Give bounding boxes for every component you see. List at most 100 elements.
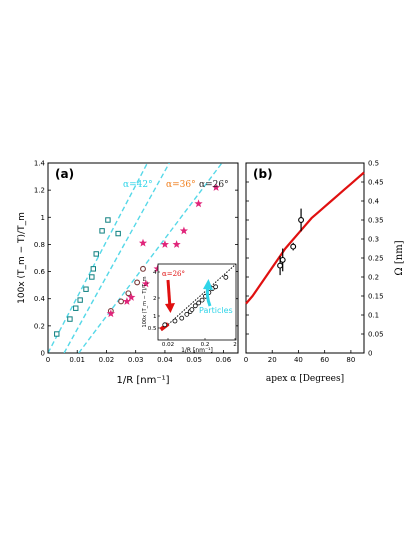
square-marker xyxy=(93,251,99,257)
data-point xyxy=(298,217,305,223)
b-ytick-label: 0.15 xyxy=(368,293,384,301)
square-marker xyxy=(77,297,83,303)
b-ytick-label: 0.45 xyxy=(368,179,384,187)
a-ytick-label: 1.4 xyxy=(34,160,46,168)
panel-b-plot xyxy=(245,171,365,305)
b-ytick-label: 0.5 xyxy=(368,160,379,168)
inset-circle-marker xyxy=(172,318,178,324)
panel-a: 0 0.01 0.02 0.03 0.04 0.05 0.0600.20.40.60.811… xyxy=(17,160,239,386)
square-marker xyxy=(73,305,79,311)
line-label-alpha-42: α=42° xyxy=(123,180,153,190)
guide-line xyxy=(63,163,170,353)
star-marker xyxy=(160,240,170,248)
star-marker xyxy=(179,226,189,235)
b-ytick-label: 0 xyxy=(368,350,372,358)
square-marker xyxy=(54,331,60,337)
square-marker xyxy=(115,230,121,237)
panel-a-points xyxy=(54,183,221,337)
star-marker xyxy=(211,183,221,191)
a-ytick-label: 1 xyxy=(41,214,45,222)
b-xtick-label: 0 xyxy=(244,356,248,364)
a-ytick-label: 0.6 xyxy=(34,268,46,276)
inset-xlabel: 1/R [nm⁻¹] xyxy=(181,347,213,354)
square-marker xyxy=(99,228,105,234)
star-marker xyxy=(141,279,151,288)
panel-a-ticks: 0 0.01 0.02 0.03 0.04 0.05 0.0600.20.40.60.811… xyxy=(34,160,238,364)
a-xtick-label: 0.01 xyxy=(69,356,85,364)
b-ytick-label: 0.3 xyxy=(368,236,379,244)
b-xtick-label: 60 xyxy=(320,356,329,364)
inset-circle-marker xyxy=(179,315,185,321)
panel-b-xlabel: apex α [Degrees] xyxy=(266,374,344,384)
star-marker xyxy=(172,240,181,248)
square-marker xyxy=(105,217,111,223)
guide-line xyxy=(48,163,149,353)
inset-cyan-arrowhead xyxy=(203,279,213,290)
inset-circle-marker xyxy=(162,322,168,328)
b-ytick-label: 0.05 xyxy=(368,331,384,339)
inset-xtick-label: 0.2 xyxy=(201,342,210,348)
b-ytick-label: 0.25 xyxy=(368,255,384,263)
b-ytick-label: 0.2 xyxy=(368,274,379,282)
star-marker xyxy=(138,238,148,247)
a-ytick-label: 1.2 xyxy=(34,187,45,195)
panel-a-guide-lines xyxy=(48,163,223,353)
square-marker xyxy=(89,274,95,280)
a-ytick-label: 0.4 xyxy=(34,295,46,303)
inset-circle-marker xyxy=(196,300,202,306)
data-point xyxy=(290,243,297,250)
b-xtick-label: 20 xyxy=(268,356,277,364)
inset-ytick-label: 4 xyxy=(153,270,157,276)
a-xtick-label: 0.05 xyxy=(186,356,202,364)
line-label-alpha-26: α=26° xyxy=(199,180,229,190)
inset-content: 0.02 0.2 2 0.5 1 2 4 xyxy=(148,263,237,348)
a-xtick-label: 0.02 xyxy=(99,356,115,364)
omega-curve xyxy=(245,171,365,305)
inset-circle-marker xyxy=(184,311,190,317)
star-marker xyxy=(127,293,136,301)
inset-circle-marker xyxy=(223,274,229,280)
star-marker xyxy=(194,199,203,208)
data-point xyxy=(279,256,286,263)
inset-circle-marker xyxy=(192,303,198,309)
a-ytick-label: 0.2 xyxy=(34,322,45,330)
star-marker xyxy=(122,297,132,305)
circle-marker xyxy=(134,279,141,286)
b-xtick-label: 40 xyxy=(294,356,303,364)
inset-ylabel: 100x (T_m − T)/T_m xyxy=(142,276,148,327)
panel-a-xlabel: 1/R [nm⁻¹] xyxy=(116,375,169,386)
a-xtick-label: 0.03 xyxy=(128,356,144,364)
inset-ytick-label: 0.5 xyxy=(148,326,157,332)
square-marker xyxy=(90,266,97,272)
b-ytick-label: 0.35 xyxy=(368,217,384,225)
panel-b-ylabel: Ω [nm] xyxy=(394,240,405,275)
b-ytick-label: 0.4 xyxy=(368,198,380,206)
inset-xtick-label: 0.02 xyxy=(162,342,174,348)
a-xtick-label: 0.06 xyxy=(216,356,232,364)
b-ytick-label: 0.1 xyxy=(368,312,379,320)
a-xtick-label: 0.04 xyxy=(157,356,173,364)
star-marker xyxy=(106,309,115,318)
inset-circle-marker xyxy=(189,307,195,313)
data-point xyxy=(277,262,284,269)
a-xtick-label: 0 xyxy=(46,356,50,364)
circle-marker xyxy=(125,290,132,297)
inset-annotation-alpha-26: α=26° xyxy=(162,270,185,278)
circle-marker xyxy=(140,265,146,272)
inset-circle-marker xyxy=(199,297,205,303)
panel-b: 0 20 40 60 80 0 0.05 0.1 0.15 0.2 0.25 0.3 0.35 0.4 0.… xyxy=(244,160,405,385)
inset-red-arrowhead xyxy=(165,303,175,313)
inset-annotation-particles: Particles xyxy=(199,306,233,315)
inset-xtick-label: 2 xyxy=(233,342,237,348)
panel-b-ticks: 0 20 40 60 80 0 0.05 0.1 0.15 0.2 0.25 0.3 0.35 0.4 0.… xyxy=(244,160,384,365)
panel-a-ylabel: 100x (T_m − T)/T_m xyxy=(17,212,27,304)
panel-b-frame xyxy=(245,162,365,354)
inset-circle-marker xyxy=(213,284,219,290)
inset-ytick-label: 1 xyxy=(153,314,157,320)
square-marker xyxy=(83,286,89,292)
b-xtick-label: 80 xyxy=(346,356,355,364)
line-label-alpha-36: α=36° xyxy=(166,180,196,190)
inset-red-arrow xyxy=(166,279,172,309)
a-ytick-label: 0.8 xyxy=(34,241,45,249)
panel-a-label: (a) xyxy=(55,167,74,181)
